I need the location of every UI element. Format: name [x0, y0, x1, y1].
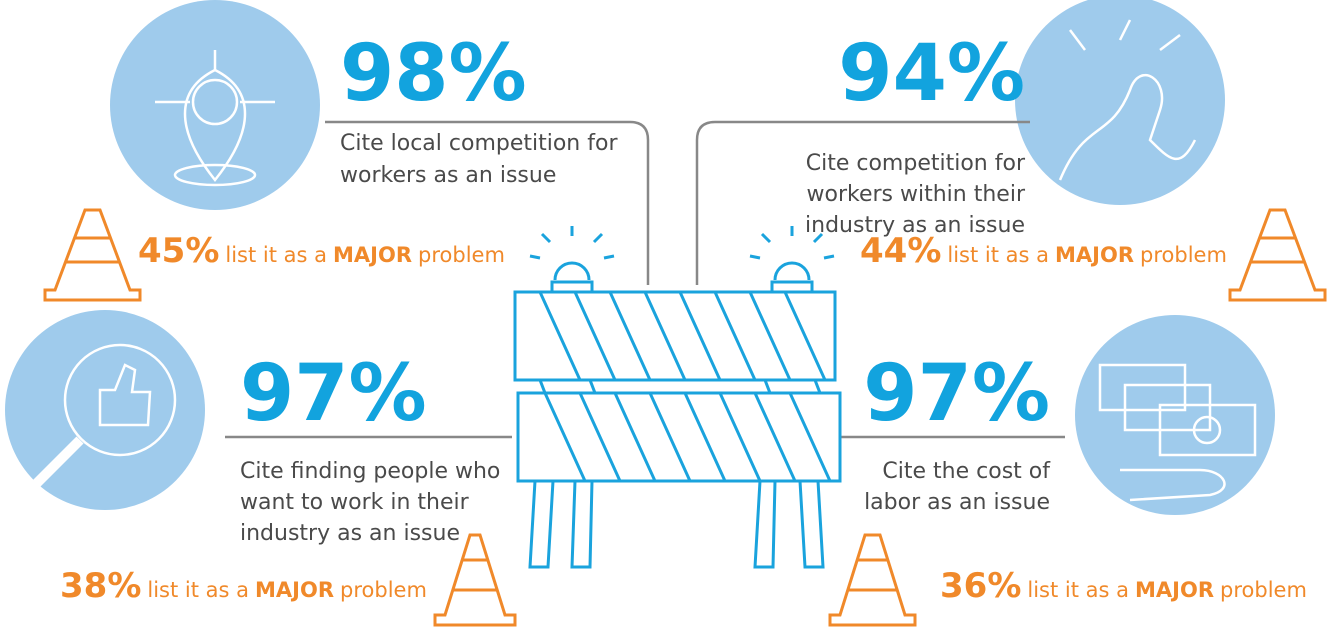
major-percent: 44% [860, 231, 941, 271]
percent: 98% [340, 29, 527, 119]
major-percent: 45% [138, 231, 219, 271]
major-word: MAJOR [1055, 243, 1134, 267]
major-after: problem [340, 578, 427, 602]
description-line: workers within their [807, 182, 1026, 207]
major-word: MAJOR [255, 578, 334, 602]
major-before: list it as a [947, 243, 1049, 267]
major-after: problem [1220, 578, 1307, 602]
infographic: 98% Cite local competition for workers as … [0, 0, 1330, 642]
major-after: problem [418, 243, 505, 267]
major-word: MAJOR [1135, 578, 1214, 602]
percent: 97% [863, 349, 1050, 439]
description-line: labor as an issue [864, 490, 1050, 515]
major-percent: 38% [60, 566, 141, 606]
percent: 94% [838, 29, 1025, 119]
major-percent: 36% [940, 566, 1021, 606]
major-before: list it as a [225, 243, 327, 267]
description-line: Cite competition for [806, 151, 1026, 176]
description-line: Cite finding people who [240, 459, 500, 484]
decorations [5, 0, 1325, 625]
description-line: Cite the cost of [882, 459, 1051, 484]
major-before: list it as a [147, 578, 249, 602]
description-line: workers as an issue [340, 163, 556, 188]
major-before: list it as a [1027, 578, 1129, 602]
major-word: MAJOR [333, 243, 412, 267]
description-line: industry as an issue [240, 521, 460, 546]
description-line: Cite local competition for [340, 131, 618, 156]
description-line: want to work in their [240, 490, 470, 515]
percent: 97% [240, 349, 427, 439]
major-after: problem [1140, 243, 1227, 267]
